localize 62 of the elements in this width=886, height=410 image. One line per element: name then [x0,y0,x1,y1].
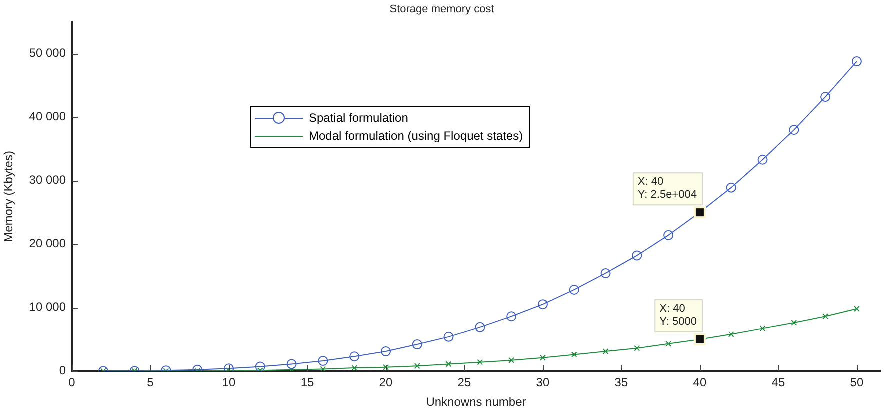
point [444,332,454,342]
point [602,348,609,355]
x-tick-label: 20 [379,376,393,390]
point [475,322,486,332]
point [383,364,389,370]
point [412,340,422,350]
point [634,345,640,352]
point [820,92,831,102]
point [352,365,358,371]
point [791,320,798,326]
point [758,154,768,165]
point [632,250,642,261]
point [538,300,548,310]
point [414,363,420,370]
y-tick-label: 0 [59,364,66,378]
point [350,352,360,362]
point [320,366,326,372]
annotation: X: 40 Y: 5000 [660,303,697,328]
x-tick-label: 50 [850,376,864,390]
point [600,268,611,278]
point [446,361,452,368]
x-tick-label: 0 [68,376,76,390]
point [760,326,766,332]
x-tick-label: 5 [147,376,154,390]
x-axis-title: Unknowns number [426,395,526,410]
point [789,125,800,136]
legend-label: Spatial formulation [309,111,408,125]
x-tick-label: 40 [693,376,707,390]
point [288,366,295,372]
y-tick-label: 10 000 [29,300,66,314]
y-tick-label: 50 000 [29,46,66,60]
point [854,306,860,312]
y-tick-label: 40 000 [29,110,66,124]
point [666,340,672,347]
point [477,359,484,366]
point [318,356,328,366]
annotation: X: 40 Y: 2.5e+004 [638,176,697,202]
x-tick-label: 45 [772,376,786,390]
point [506,312,517,322]
point [508,357,515,364]
x-tick-label: 30 [536,376,550,390]
point [822,314,829,320]
chart-title: Storage memory cost [390,4,494,16]
x-tick-label: 25 [458,376,472,390]
point [540,354,546,361]
legend-label: Modal formulation (using Floquet states) [309,129,524,143]
point [852,56,862,67]
point [569,284,580,295]
x-tick-label: 10 [222,376,236,390]
point [726,182,736,193]
point [224,364,234,372]
point [728,331,734,338]
point [286,359,297,370]
y-axis-title: Memory (Kbytes) [2,151,16,242]
x-tick-label: 15 [300,376,314,390]
point [664,230,674,240]
point [380,346,391,357]
point [255,362,266,372]
point [571,352,578,358]
y-tick-label: 20 000 [29,236,66,251]
x-tick-label: 35 [614,376,628,390]
y-tick-label: 30 000 [29,173,66,188]
